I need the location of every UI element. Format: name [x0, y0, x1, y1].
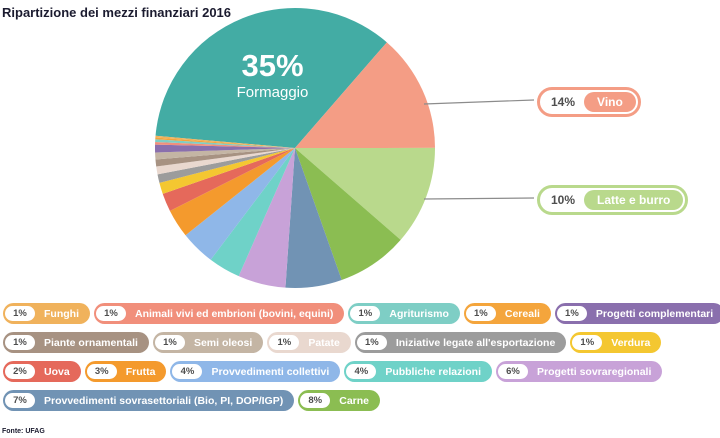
pie-chart [154, 7, 436, 288]
legend-label: Provvedimenti sovrasettoriali (Bio, PI, … [44, 394, 284, 407]
pie-slice-pubbliche-relazioni [210, 148, 295, 277]
legend-row: 2% Uova 3% Frutta 4% Provvedimenti collettivi… [3, 361, 719, 382]
pie-slice-semi-oleosi [155, 148, 295, 160]
legend-pill-agriturismo: 1% Agriturismo [348, 303, 460, 324]
legend-percent: 4% [172, 364, 203, 379]
legend-label: Funghi [44, 307, 79, 320]
legend-percent: 1% [154, 335, 185, 350]
legend-percent: 1% [572, 335, 603, 350]
legend-pill-semi-oleosi: 1% Semi oleosi [152, 332, 264, 353]
legend-pill-progetti-sovraregionali: 6% Progetti sovraregionali [496, 361, 663, 382]
legend-percent: 1% [5, 306, 35, 321]
legend-percent: 7% [5, 393, 35, 408]
legend-pill-frutta: 3% Frutta [84, 361, 167, 382]
legend-percent: 1% [556, 306, 587, 321]
latte-label: Latte e burro [584, 190, 684, 210]
pie-slice-cereali [155, 137, 295, 148]
legend-percent: 1% [465, 306, 496, 321]
legend-label: Uova [44, 365, 70, 378]
legend-percent: 2% [5, 364, 35, 379]
legend-label: Cereali [504, 307, 540, 320]
legend-pill-progetti-complementari: 1% Progetti complementari [554, 303, 720, 324]
pie-slice-frutta [169, 148, 295, 236]
source-note: Fonte: UFAG [2, 428, 45, 435]
pie-slice-provvedimenti-sovrasettoriali-bio-pi-dop-igp [285, 148, 342, 288]
legend-label: Verdura [611, 336, 651, 349]
callout-line-vino [423, 99, 535, 105]
pie-slice-formaggio [155, 7, 387, 148]
callout-vino: 14% Vino [537, 87, 641, 117]
legend-percent: 4% [346, 364, 377, 379]
pie-slice-agriturismo [155, 139, 295, 148]
pie-slice-piante-ornamentali [155, 148, 295, 167]
pie-slice-funghi [155, 135, 295, 148]
legend-label: Progetti complementari [595, 307, 714, 320]
legend-label: Animali vivi ed embrioni (bovini, equini… [135, 307, 334, 320]
legend-label: Pubbliche relazioni [385, 365, 481, 378]
legend-percent: 1% [356, 335, 387, 350]
legend-pill-provvedimenti-sovrasettoriali-bio-pi-dop-igp: 7% Provvedimenti sovrasettoriali (Bio, PI… [3, 390, 295, 411]
legend-row: 1% Funghi 1% Animali vivi ed embrioni (bovi… [3, 303, 720, 324]
pie-slice-patate [156, 148, 295, 175]
legend-percent: 1% [96, 306, 126, 321]
legend-label: Frutta [125, 365, 156, 378]
legend-percent: 1% [269, 335, 300, 350]
legend-pill-uova: 2% Uova [3, 361, 81, 382]
legend-pill-iniziative-legate-all-esportazione: 1% Iniziative legate all'esportazione [354, 332, 567, 353]
legend-percent: 1% [350, 306, 381, 321]
legend-pill-verdura: 1% Verdura [570, 332, 662, 353]
legend-pill-carne: 8% Carne [298, 390, 380, 411]
legend-percent: 8% [300, 393, 331, 408]
legend-label: Patate [308, 336, 340, 349]
page-title: Ripartizione dei mezzi finanziari 2016 [2, 5, 232, 20]
legend-pill-provvedimenti-collettivi: 4% Provvedimenti collettivi [170, 361, 341, 382]
legend-row: 7% Provvedimenti sovrasettoriali (Bio, PI… [3, 390, 719, 411]
legend-label: Provvedimenti collettivi [211, 365, 330, 378]
pie-slice-animali-vivi-ed-embrioni-bovini-equini [155, 141, 295, 148]
pie-slice-provvedimenti-collettivi [185, 148, 295, 260]
latte-percent: 10% [551, 193, 576, 207]
legend-label: Piante ornamentali [44, 336, 138, 349]
pie-slice-iniziative-legate-all-esportazione [157, 148, 295, 183]
legend-label: Agriturismo [389, 307, 449, 320]
legend-label: Carne [339, 394, 369, 407]
pie-slice-carne [295, 148, 401, 280]
pie-slice-verdura [159, 148, 295, 194]
legend-pill-animali-vivi-ed-embrioni-bovini-equini: 1% Animali vivi ed embrioni (bovini, equi… [94, 303, 345, 324]
vino-label: Vino [584, 92, 636, 112]
callout-latte-e-burro: 10% Latte e burro [537, 185, 689, 215]
callout-line-latte [423, 197, 535, 200]
legend-percent: 6% [498, 364, 528, 379]
legend-pill-funghi: 1% Funghi [3, 303, 90, 324]
pie-slice-vino [295, 42, 435, 149]
legend-pill-piante-ornamentali: 1% Piante ornamentali [3, 332, 149, 353]
legend-pill-patate: 1% Patate [267, 332, 351, 353]
pie-slice-progetti-sovraregionali [238, 148, 295, 288]
pie-slice-latte-e-burro [295, 147, 436, 240]
legend: 1% Funghi 1% Animali vivi ed embrioni (bovi… [3, 303, 720, 411]
legend-row: 1% Piante ornamentali 1% Semi oleosi 1% Patat… [3, 332, 719, 353]
legend-label: Iniziative legate all'esportazione [395, 336, 556, 349]
vino-percent: 14% [551, 95, 576, 109]
legend-percent: 3% [86, 364, 117, 379]
legend-label: Progetti sovraregionali [537, 365, 652, 378]
legend-percent: 1% [5, 335, 35, 350]
legend-pill-pubbliche-relazioni: 4% Pubbliche relazioni [344, 361, 492, 382]
legend-label: Semi oleosi [193, 336, 253, 349]
pie-slice-uova [162, 148, 295, 211]
pie-slice-progetti-complementari [154, 144, 295, 153]
legend-pill-cereali: 1% Cereali [463, 303, 551, 324]
